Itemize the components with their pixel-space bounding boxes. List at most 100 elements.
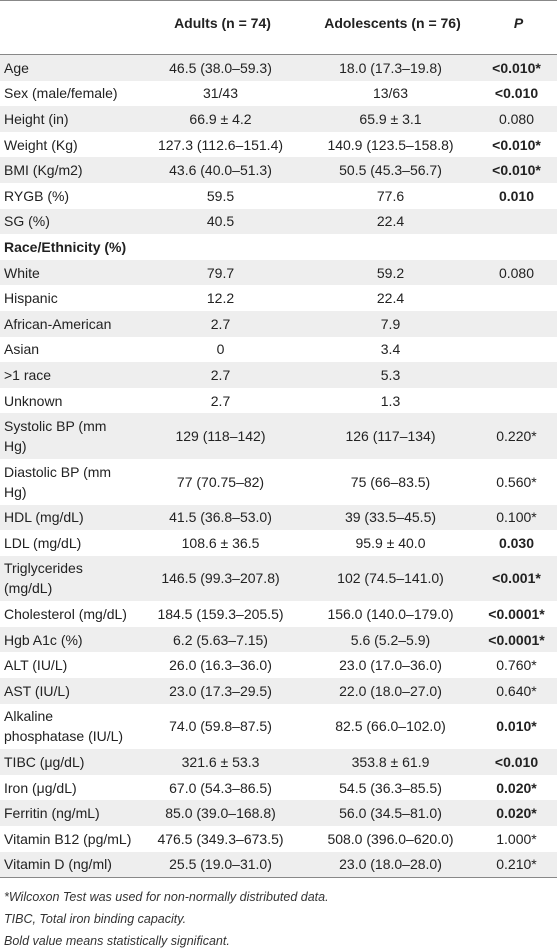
cell: 127.3 (112.6–151.4) [157,136,284,153]
cell: 23.0 (17.3–29.5) [140,678,305,704]
cell: 0.020* [496,779,537,796]
table-row: SG (%) 40.5 22.4 [0,208,557,235]
footnote: Bold value means statistically significa… [4,934,230,949]
row-label: Hispanic [4,290,58,307]
cell: 6.2 (5.63–7.15) [140,626,305,653]
row-label: Asian [4,341,40,358]
table-row: ALT (IU/L) 26.0 (16.3–36.0) 23.0 (17.0–36.… [0,652,557,678]
cell: 0.760* [496,657,537,674]
cell: <0.010* [480,54,557,81]
cell: 126 (117–134) [305,413,480,459]
cell: 46.5 (38.0–59.3) [140,54,305,81]
row-label: Cholesterol (mg/dL) [4,606,127,623]
cell: 85.0 (39.0–168.8) [140,800,305,827]
cell: 0.640* [480,678,557,704]
cell [305,234,480,260]
cell: 41.5 (36.8–53.0) [140,504,305,531]
cell: 0.030 [498,534,535,551]
cell: 2.7 [140,310,305,337]
cell: 22.0 (18.0–27.0) [305,678,480,704]
cell: 1.3 [380,392,401,409]
row-label: >1 race [0,362,140,388]
cell: 0 [216,341,225,358]
table-row: Age 46.5 (38.0–59.3) 18.0 (17.3–19.8) <0.01… [0,54,557,81]
footnote: TIBC, Total iron binding capacity. [4,912,187,927]
cell: 3.4 [380,341,401,358]
table-row: Vitamin B12 (pg/mL) 476.5 (349.3–673.5) 50… [0,826,557,852]
cell: 476.5 (349.3–673.5) [157,830,284,847]
cell: 0.100* [480,504,557,531]
cell: 321.6 ± 53.3 [140,749,305,775]
row-label: Hgb A1c (%) [0,626,140,653]
cell [480,388,557,414]
row-label: African-American [0,310,140,337]
row-label: Unknown [4,392,63,409]
cell: 184.5 (159.3–205.5) [157,606,284,623]
cell: 59.5 [206,187,235,204]
cell: 0.560* [496,473,537,490]
table-row: Weight (Kg) 127.3 (112.6–151.4) 140.9 (123… [0,132,557,158]
cell: <0.010 [480,749,557,775]
footnotes: *Wilcoxon Test was used for non-normally… [0,878,557,952]
row-label: Age [0,54,140,81]
cell: 7.9 [305,310,480,337]
row-label: LDL (mg/dL) [4,534,82,551]
column-header: Adolescents (n = 76) [305,0,480,55]
cell: 43.6 (40.0–51.3) [140,157,305,183]
row-label: Race/Ethnicity (%) [4,238,127,255]
cell: 40.5 [140,208,305,235]
cell: 156.0 (140.0–179.0) [327,606,454,623]
cell [480,362,557,388]
cell: 67.0 (54.3–86.5) [169,779,272,796]
cell: 79.7 [140,259,305,286]
cell: 0.210* [480,851,557,878]
cell: 39 (33.5–45.5) [305,504,480,531]
row-label: Vitamin B12 (pg/mL) [4,830,132,847]
column-header: P [480,0,557,55]
row-label: BMI (Kg/m2) [0,157,140,183]
row-label: SG (%) [0,208,140,235]
cell: 2.7 [210,392,231,409]
cell: 102 (74.5–141.0) [305,555,480,602]
cell: 1.000* [496,830,537,847]
row-label: ALT (IU/L) [4,657,68,674]
cell: 75 (66–83.5) [350,473,431,490]
table-row: Diastolic BP (mm Hg) 77 (70.75–82) 75 (66–… [0,459,557,505]
cell [140,234,305,260]
table-row: African-American 2.7 7.9 [0,310,557,337]
cell [480,310,557,337]
column-header [0,0,140,55]
cell: 2.7 [140,362,305,388]
cell: 22.4 [376,290,405,307]
cell [480,208,557,235]
row-label: Systolic BP (mm Hg) [0,413,140,459]
table-row: Alkaline phosphatase (IU/L) 74.0 (59.8–87… [0,704,557,750]
table-row: Hgb A1c (%) 6.2 (5.63–7.15) 5.6 (5.2–5.9) <… [0,626,557,653]
row-label: AST (IU/L) [0,678,140,704]
table-body: Age 46.5 (38.0–59.3) 18.0 (17.3–19.8) <0.01… [0,54,557,878]
row-label: Triglycerides (mg/dL) [0,555,140,602]
cell: 13/63 [372,85,409,102]
table-row: White 79.7 59.2 0.080 [0,259,557,286]
table-row: RYGB (%) 59.5 77.6 0.010 [0,183,557,209]
cell [480,285,557,311]
cell: 508.0 (396.0–620.0) [327,830,454,847]
row-label: TIBC (μg/dL) [0,749,140,775]
cell: 0.010* [496,718,537,735]
table-row: AST (IU/L) 23.0 (17.3–29.5) 22.0 (18.0–27.… [0,678,557,704]
table-row: Unknown 2.7 1.3 [0,388,557,414]
cell: 54.5 (36.3–85.5) [339,779,442,796]
cell: 0.080 [480,259,557,286]
row-label: Diastolic BP (mm Hg) [4,463,112,500]
cell: 22.4 [305,208,480,235]
row-label: Weight (Kg) [4,136,78,153]
table-row: Systolic BP (mm Hg) 129 (118–142) 126 (117… [0,413,557,459]
cell: 353.8 ± 61.9 [305,749,480,775]
row-label: RYGB (%) [4,187,70,204]
table-row: Asian 0 3.4 [0,337,557,363]
row-label: Alkaline phosphatase (IU/L) [4,708,124,745]
cell: <0.010 [494,85,539,102]
table-row: Ferritin (ng/mL) 85.0 (39.0–168.8) 56.0 (3… [0,800,557,827]
cell: 31/43 [202,85,239,102]
